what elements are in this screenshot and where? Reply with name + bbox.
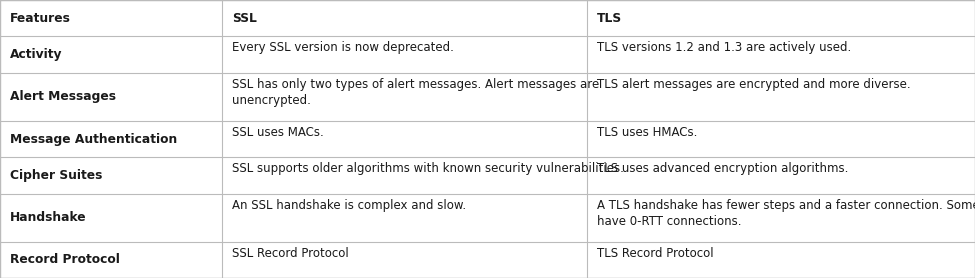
Text: Record Protocol: Record Protocol [10,253,120,266]
Text: TLS uses advanced encryption algorithms.: TLS uses advanced encryption algorithms. [597,162,848,175]
Text: A TLS handshake has fewer steps and a faster connection. Some cases
have 0-RTT c: A TLS handshake has fewer steps and a fa… [597,199,975,228]
Text: TLS versions 1.2 and 1.3 are actively used.: TLS versions 1.2 and 1.3 are actively us… [597,41,851,54]
Text: Features: Features [10,12,70,25]
Text: TLS alert messages are encrypted and more diverse.: TLS alert messages are encrypted and mor… [597,78,911,91]
Text: TLS Record Protocol: TLS Record Protocol [597,247,714,260]
Text: SSL has only two types of alert messages. Alert messages are
unencrypted.: SSL has only two types of alert messages… [232,78,600,107]
Text: SSL uses MACs.: SSL uses MACs. [232,126,324,139]
Text: SSL Record Protocol: SSL Record Protocol [232,247,349,260]
Text: An SSL handshake is complex and slow.: An SSL handshake is complex and slow. [232,199,466,212]
Text: Cipher Suites: Cipher Suites [10,169,102,182]
Text: Activity: Activity [10,48,62,61]
Text: Every SSL version is now deprecated.: Every SSL version is now deprecated. [232,41,454,54]
Text: SSL: SSL [232,12,257,25]
Text: TLS: TLS [597,12,622,25]
Text: TLS uses HMACs.: TLS uses HMACs. [597,126,697,139]
Text: SSL supports older algorithms with known security vulnerabilities.: SSL supports older algorithms with known… [232,162,624,175]
Text: Alert Messages: Alert Messages [10,90,116,103]
Text: Handshake: Handshake [10,211,87,224]
Text: Message Authentication: Message Authentication [10,133,177,145]
